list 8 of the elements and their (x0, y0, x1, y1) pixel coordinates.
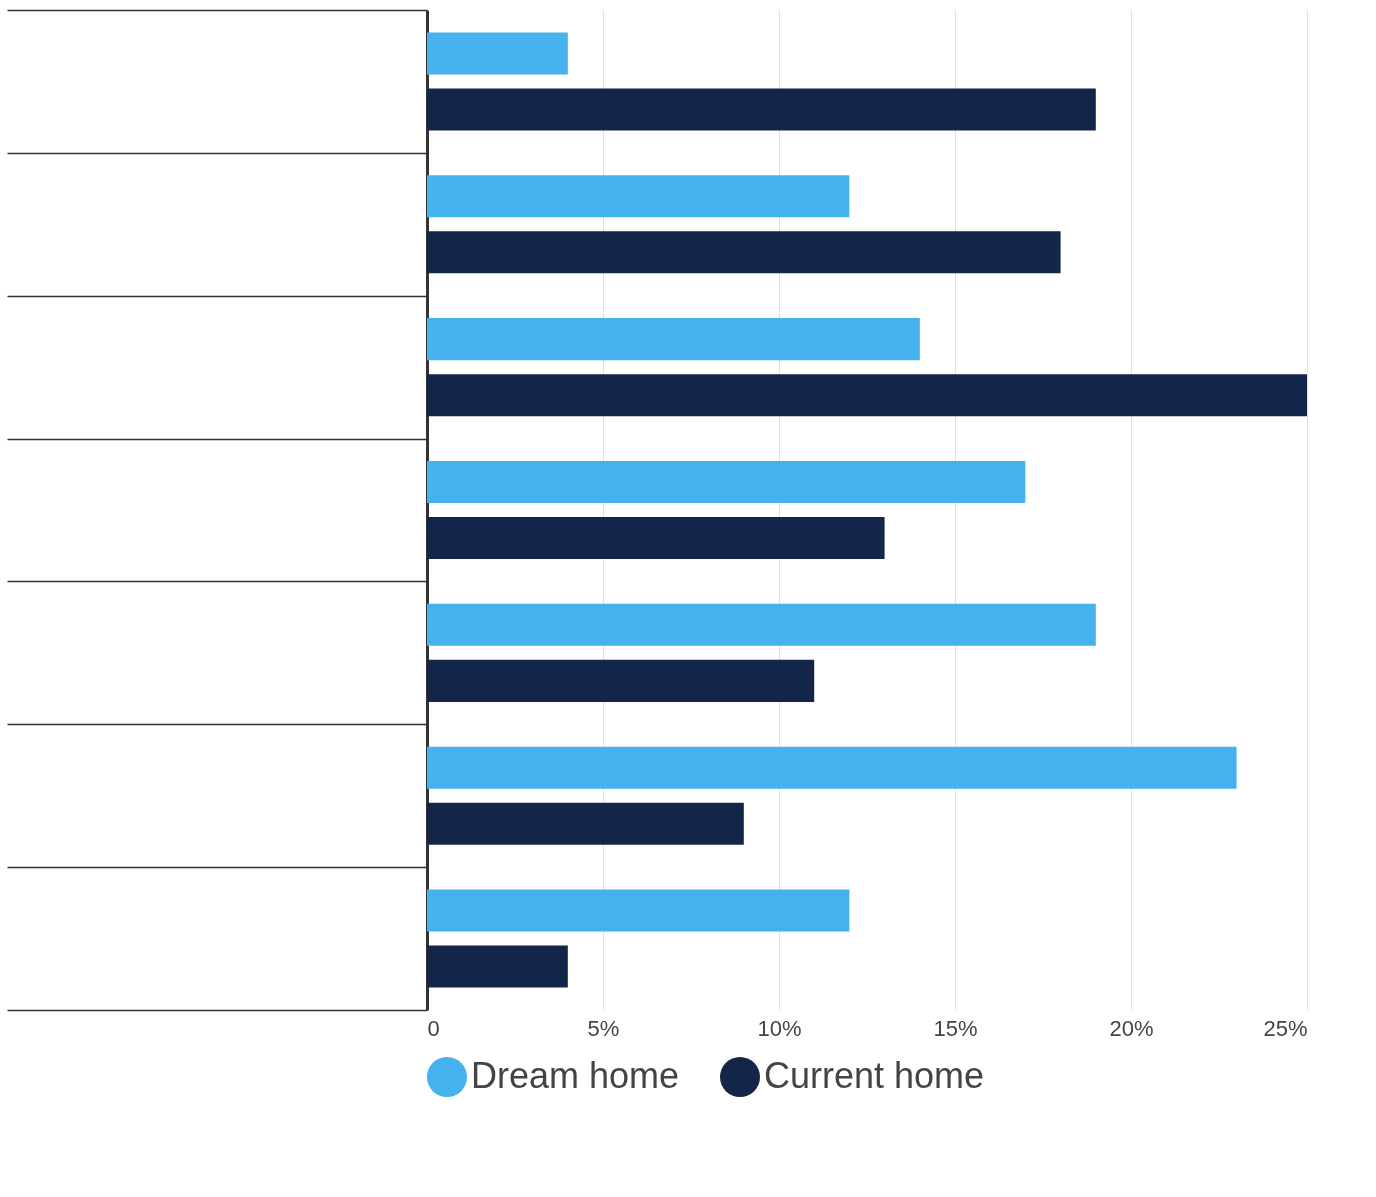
x-tick-label: 25% (1263, 1015, 1308, 1041)
x-tick-label: 10% (757, 1015, 802, 1041)
x-tick-label: 15% (933, 1015, 978, 1041)
x-tick-label: 5% (587, 1015, 620, 1041)
x-tick-label: 20% (1109, 1015, 1154, 1041)
legend-label: Dream home (471, 1055, 680, 1096)
legend-label: Current home (764, 1055, 985, 1096)
x-tick-label: 0 (427, 1015, 440, 1041)
